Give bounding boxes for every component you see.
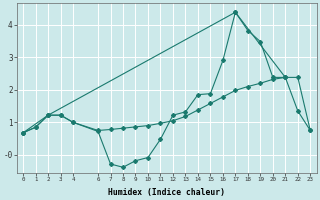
X-axis label: Humidex (Indice chaleur): Humidex (Indice chaleur) [108,188,225,197]
